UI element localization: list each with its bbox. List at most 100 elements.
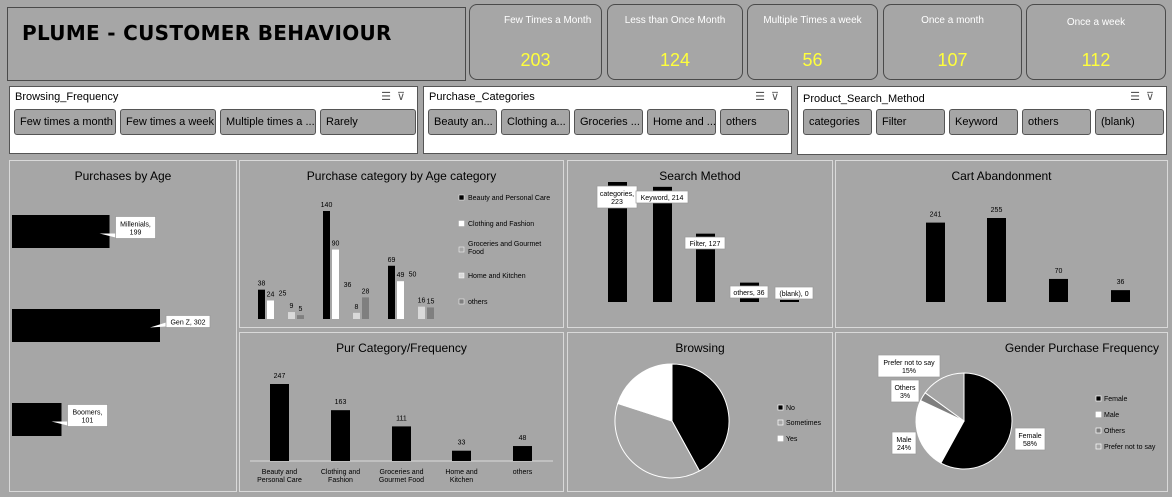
kpi-card-less-than-once-month[interactable]: Less than Once Month 124 bbox=[607, 4, 743, 80]
pur-category-frequency-chart: 247 Beauty and Personal Care 163 Clothing an… bbox=[250, 373, 553, 484]
slicer-item[interactable]: Home and ... bbox=[647, 109, 716, 135]
legend-label: No bbox=[786, 405, 795, 412]
search-bar bbox=[653, 186, 672, 302]
purfreq-bar bbox=[392, 426, 411, 461]
slicer-item[interactable]: Few times a month bbox=[14, 109, 116, 135]
legend-swatch bbox=[458, 220, 465, 227]
panel-title: Purchases by Age bbox=[74, 169, 172, 183]
slicer-product-search-method: Product_Search_Method ☰⊽ categories Filt… bbox=[797, 86, 1167, 155]
slicer-item[interactable]: others bbox=[720, 109, 789, 135]
multi-select-icon[interactable]: ☰ bbox=[381, 91, 397, 103]
age-data-label-text: Millenials, 199 bbox=[120, 222, 151, 237]
purfreq-category-label: Beauty and Personal Care bbox=[257, 469, 302, 484]
search-data-label-text: others, 36 bbox=[733, 290, 764, 297]
browsing-slice-no bbox=[671, 363, 730, 472]
slicer-item[interactable]: Beauty an... bbox=[428, 109, 497, 135]
age-data-label: Millenials, 199 bbox=[115, 216, 156, 239]
slicer-item[interactable]: Groceries ... bbox=[574, 109, 643, 135]
kpi-value: 203 bbox=[520, 50, 551, 70]
kpi-card-multiple-times-a-week[interactable]: Multiple Times a week 56 bbox=[747, 4, 878, 80]
cart-value-label: 70 bbox=[1055, 268, 1063, 275]
age-data-label-text: Gen Z, 302 bbox=[170, 320, 205, 327]
legend-label: Sometimes bbox=[786, 420, 822, 427]
age-data-label: Boomers, 101 bbox=[67, 404, 108, 427]
catage-bar bbox=[323, 211, 330, 319]
kpi-label: Few Times a Month bbox=[504, 15, 592, 26]
search-data-label: (blank), 0 bbox=[774, 286, 814, 300]
catage-value-label: 9 bbox=[290, 303, 294, 310]
gender-slice-female bbox=[940, 372, 1013, 470]
cart-bar bbox=[987, 218, 1006, 302]
slicer-item[interactable]: Filter bbox=[876, 109, 945, 135]
catage-bar bbox=[258, 289, 265, 319]
clear-filter-icon[interactable]: ⊽ bbox=[396, 91, 411, 103]
kpi-card-once-a-week[interactable]: Once a week 112 bbox=[1026, 4, 1166, 80]
clear-filter-icon[interactable]: ⊽ bbox=[1145, 91, 1160, 103]
clear-filter-icon[interactable]: ⊽ bbox=[770, 91, 785, 103]
slicer-item[interactable]: others bbox=[1022, 109, 1091, 135]
panel-gender-purchase-frequency: Gender Purchase Frequency Female 58% Male 2… bbox=[835, 332, 1168, 492]
kpi-label: Less than Once Month bbox=[624, 15, 726, 26]
panel-title: Purchase category by Age category bbox=[306, 169, 497, 183]
catage-bar bbox=[388, 265, 395, 319]
catage-bar bbox=[409, 280, 416, 319]
purfreq-value-label: 163 bbox=[335, 399, 347, 406]
slicer-item[interactable]: Clothing a... bbox=[501, 109, 570, 135]
slicer-item[interactable]: Keyword bbox=[949, 109, 1018, 135]
gender-data-label-text: Others 3% bbox=[894, 385, 916, 400]
legend-label: others bbox=[468, 299, 488, 306]
panel-browsing: Browsing No Sometimes Yes bbox=[567, 332, 833, 492]
catage-value-label: 16 bbox=[418, 298, 426, 305]
purfreq-category-label: others bbox=[513, 469, 533, 476]
panel-pur-category-frequency: Pur Category/Frequency 247 Beauty and Pers… bbox=[239, 332, 564, 492]
slicer-header: Browsing_Frequency bbox=[15, 91, 119, 103]
legend-swatch bbox=[1095, 443, 1102, 450]
multi-select-icon[interactable]: ☰ bbox=[1130, 91, 1146, 103]
search-data-label: Filter, 127 bbox=[684, 236, 726, 250]
cart-value-label: 241 bbox=[930, 212, 942, 219]
catage-value-label: 15 bbox=[427, 298, 435, 305]
legend-label: Groceries and Gourmet Food bbox=[468, 241, 541, 256]
kpi-card-few-times-a-month[interactable]: Few Times a Month 203 bbox=[469, 4, 602, 80]
catage-bar bbox=[427, 307, 434, 319]
legend-label: Home and Kitchen bbox=[468, 273, 526, 280]
legend-label: Beauty and Personal Care bbox=[468, 195, 550, 202]
age-data-label-box bbox=[165, 315, 211, 328]
cart-abandonment-chart: 241 255 70 36 bbox=[926, 207, 1130, 302]
dashboard-title-box: PLUME - CUSTOMER BEHAVIOUR bbox=[7, 7, 466, 81]
slicer-item[interactable]: Few times a week bbox=[120, 109, 216, 135]
kpi-card-once-a-month[interactable]: Once a month 107 bbox=[883, 4, 1022, 80]
purfreq-value-label: 247 bbox=[274, 373, 286, 380]
catage-value-label: 69 bbox=[388, 257, 396, 264]
slicer-item[interactable]: Rarely bbox=[320, 109, 416, 135]
search-data-label: Keyword, 214 bbox=[635, 190, 689, 204]
purfreq-bar bbox=[452, 450, 471, 461]
legend-swatch bbox=[1095, 427, 1102, 434]
legend-swatch bbox=[458, 246, 465, 253]
slicer-purchase-categories: Purchase_Categories ☰⊽ Beauty an... Clot… bbox=[423, 86, 792, 154]
catage-bar bbox=[418, 306, 425, 319]
search-data-label: categories, 223 bbox=[596, 185, 638, 209]
legend-swatch bbox=[777, 419, 784, 426]
cart-bar bbox=[1111, 290, 1130, 302]
search-data-label-box bbox=[729, 285, 769, 299]
slicer-item[interactable]: (blank) bbox=[1095, 109, 1164, 135]
kpi-label: Once a month bbox=[921, 15, 984, 26]
panel-title: Search Method bbox=[659, 169, 741, 183]
gender-data-label-text: Female 58% bbox=[1018, 433, 1041, 448]
legend-swatch bbox=[777, 404, 784, 411]
gender-data-label-box bbox=[890, 379, 920, 403]
gender-pie-chart: Female 58% Male 24% Others 3% Prefer not to sa… bbox=[877, 354, 1156, 470]
multi-select-icon[interactable]: ☰ bbox=[755, 91, 771, 103]
slicer-item[interactable]: Multiple times a ... bbox=[220, 109, 316, 135]
cart-bar bbox=[926, 222, 945, 302]
search-data-label-box bbox=[684, 236, 726, 250]
kpi-label: Multiple Times a week bbox=[763, 15, 862, 26]
slicer-item[interactable]: categories bbox=[803, 109, 872, 135]
legend-swatch bbox=[458, 194, 465, 201]
legend-swatch bbox=[458, 272, 465, 279]
panel-title: Cart Abandonment bbox=[951, 169, 1052, 183]
catage-bar bbox=[344, 291, 351, 319]
age-data-label: Gen Z, 302 bbox=[165, 315, 211, 328]
panel-category-by-age: Purchase category by Age category 38 24 25… bbox=[239, 160, 564, 328]
